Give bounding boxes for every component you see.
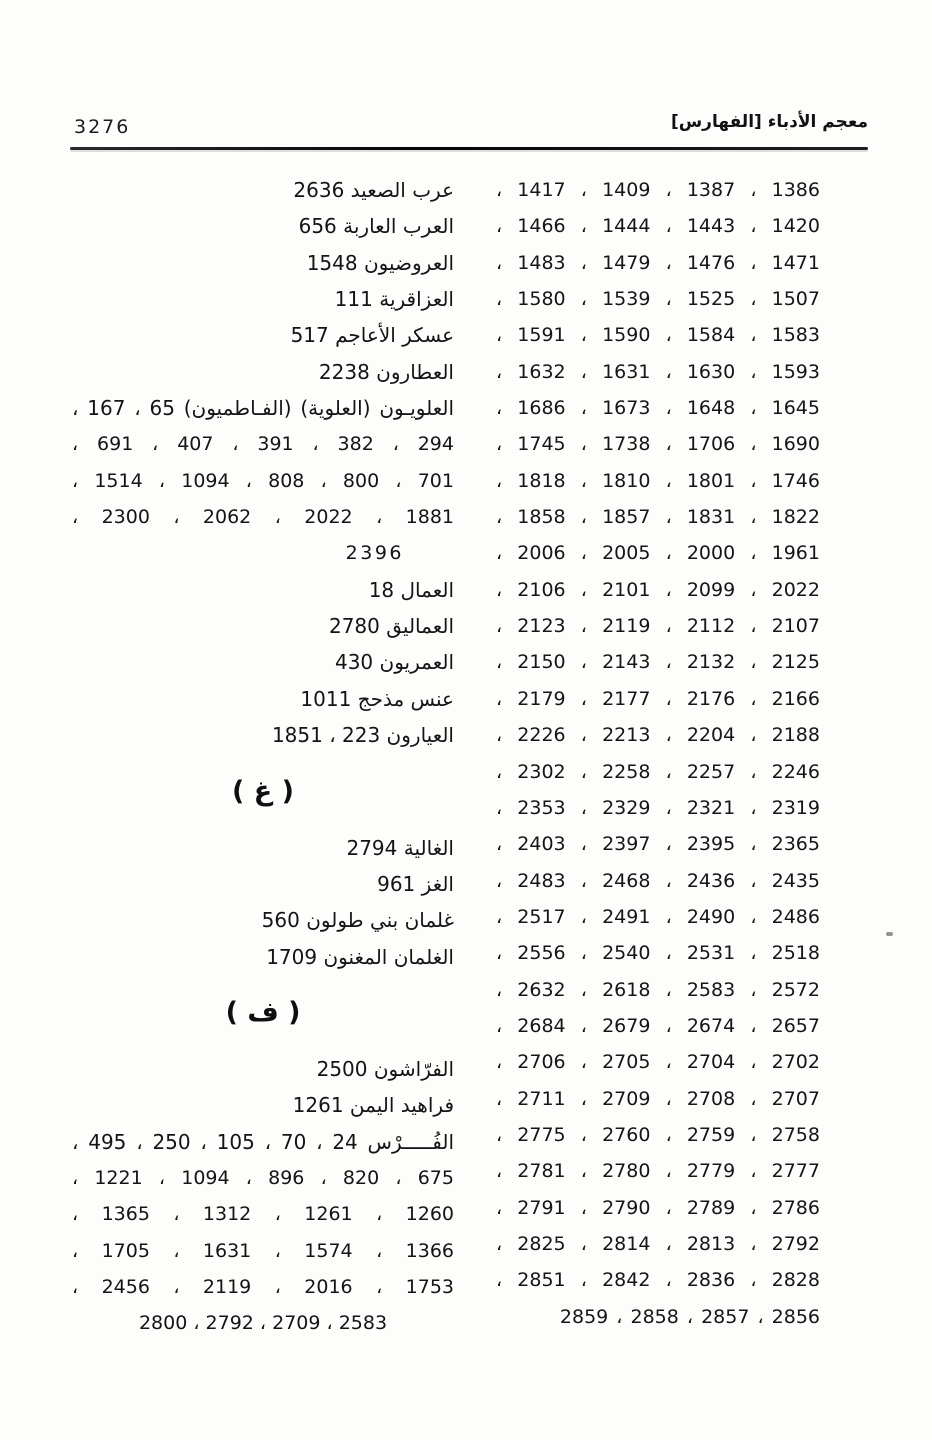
page-ref-row: 2365 ، 2395 ، 2397 ، 2403 ، (496, 833, 820, 856)
page-ref-row: 2758 ، 2759 ، 2760 ، 2775 ، (496, 1123, 820, 1146)
index-entry: عرب الصعيد 2636 (293, 178, 454, 202)
scan-speck (886, 932, 893, 936)
page-ref-row: 2777 ، 2779 ، 2780 ، 2781 ، (496, 1160, 820, 1183)
page-ref-row: 2792 ، 2813 ، 2814 ، 2825 ، (496, 1232, 820, 1255)
page-ref-row: 2657 ، 2674 ، 2679 ، 2684 ، (496, 1014, 820, 1037)
index-entry-continuation: 2396 (345, 542, 404, 565)
page-ref-row: 2435 ، 2436 ، 2468 ، 2483 ، (496, 869, 820, 892)
index-entry: عنس مذحج 1011 (300, 686, 454, 711)
index-entries-column: عرب الصعيد 2636 العرب العاربة 656 العروض… (72, 172, 454, 1342)
index-entry: العمال 18 (368, 577, 454, 602)
index-entry: العماليق 2780 (328, 614, 454, 639)
index-entry: العمريون 430 (334, 650, 454, 675)
page-ref-row: 1961 ، 2000 ، 2005 ، 2006 ، (496, 542, 820, 565)
page-ref-row: 2107 ، 2112 ، 2119 ، 2123 ، (496, 615, 820, 638)
page-ref-row: 1386 ، 1387 ، 1409 ، 1417 ، (496, 179, 820, 201)
page-ref-row: 1645 ، 1648 ، 1673 ، 1686 ، (496, 397, 820, 420)
page-ref-row: 1420 ، 1443 ، 1444 ، 1466 ، (496, 215, 820, 238)
page-ref-row: 2786 ، 2789 ، 2790 ، 2791 ، (496, 1196, 820, 1219)
page-ref-row: 1583 ، 1584 ، 1590 ، 1591 ، (496, 324, 820, 347)
page-ref-row: 1471 ، 1476 ، 1479 ، 1483 ، (496, 251, 820, 274)
index-entry-continuation: 1881 ، 2022 ، 2062 ، 2300 ، (72, 506, 454, 529)
page-ref-row: 2856 ، 2857 ، 2858 ، 2859 (559, 1305, 820, 1328)
index-content: 1386 ، 1387 ، 1409 ، 1417 ، 1420 ، 1443 … (72, 172, 820, 1342)
page-ref-row: 1746 ، 1801 ، 1810 ، 1818 ، (496, 469, 820, 492)
page-ref-row: 1593 ، 1630 ، 1631 ، 1632 ، (496, 360, 820, 383)
index-entry: الغلمان المغنون 1709 (266, 944, 454, 969)
page-ref-row: 1822 ، 1831 ، 1857 ، 1858 ، (496, 506, 820, 529)
index-entry: عسكر الأعاجم 517 (290, 323, 454, 348)
column-gap (454, 172, 496, 1342)
page-ref-row: 2707 ، 2708 ، 2709 ، 2711 ، (496, 1087, 820, 1110)
index-entry: العروضيون 1548 (306, 250, 454, 275)
index-entry-continuation: 1753 ، 2016 ، 2119 ، 2456 ، (72, 1275, 454, 1298)
page-ref-row: 2188 ، 2204 ، 2213 ، 2226 ، (496, 724, 820, 747)
page-ref-row: 2486 ، 2490 ، 2491 ، 2517 ، (496, 905, 820, 928)
index-entry-continuation: 1366 ، 1574 ، 1631 ، 1705 ، (72, 1239, 454, 1262)
running-head: معجم الأدباء [الفهارس] (670, 112, 868, 132)
index-entry-continuation: 294 ، 382 ، 391 ، 407 ، 691 ، (72, 433, 454, 456)
page-ref-row: 2319 ، 2321 ، 2329 ، 2353 ، (496, 796, 820, 819)
header-divider (70, 147, 868, 150)
index-entry: الفُـــــرْس 24 ، 70 ، 105 ، 250 ، 495 ، (72, 1129, 455, 1154)
page-ref-row: 2572 ، 2583 ، 2618 ، 2632 ، (496, 978, 820, 1001)
index-entry-continuation: 675 ، 820 ، 896 ، 1094 ، 1221 ، (72, 1166, 454, 1189)
page-ref-row: 1690 ، 1706 ، 1738 ، 1745 ، (496, 433, 820, 456)
index-entry: العطارون 2238 (318, 359, 454, 384)
page-number: 3276 (74, 116, 131, 138)
index-entry: فراهيد اليمن 1261 (292, 1093, 454, 1118)
index-entry: العرب العاربة 656 (298, 214, 454, 239)
section-header-ghayn: ( غ ) (232, 776, 294, 807)
index-entry: الفرّاشون 2500 (316, 1056, 454, 1081)
page-ref-row: 2166 ، 2176 ، 2177 ، 2179 ، (496, 687, 820, 710)
page-ref-row: 2125 ، 2132 ، 2143 ، 2150 ، (496, 651, 820, 674)
page-ref-row: 2828 ، 2836 ، 2842 ، 2851 ، (496, 1269, 820, 1292)
index-entry-continuation: 701 ، 800 ، 808 ، 1094 ، 1514 ، (72, 469, 454, 492)
page-ref-row: 1507 ، 1525 ، 1539 ، 1580 ، (496, 288, 820, 311)
page-ref-row: 2246 ، 2257 ، 2258 ، 2302 ، (496, 760, 820, 783)
page-ref-row: 2022 ، 2099 ، 2101 ، 2106 ، (496, 578, 820, 601)
section-header-fa: ( ف ) (225, 997, 301, 1029)
index-entry: العلويـون (العلوية) (الفـاطميون) 65 ، 16… (72, 396, 455, 421)
page-ref-row: 2702 ، 2704 ، 2705 ، 2706 ، (496, 1051, 820, 1074)
index-entry-continuation: 2583 ، 2709 ، 2792 ، 2800 (138, 1312, 388, 1335)
index-entry: الغز 961 (377, 871, 454, 896)
page-ref-row: 2518 ، 2531 ، 2540 ، 2556 ، (496, 942, 820, 965)
index-entry: الغالية 2794 (346, 835, 454, 860)
index-entry: غلمان بني طولون 560 (261, 908, 454, 933)
index-entry-continuation: 1260 ، 1261 ، 1312 ، 1365 ، (72, 1203, 454, 1226)
page-references-column: 1386 ، 1387 ، 1409 ، 1417 ، 1420 ، 1443 … (496, 172, 820, 1342)
index-entry: العزاقرية 111 (334, 287, 454, 312)
index-entry: العيارون 223 ، 1851 (271, 723, 454, 748)
